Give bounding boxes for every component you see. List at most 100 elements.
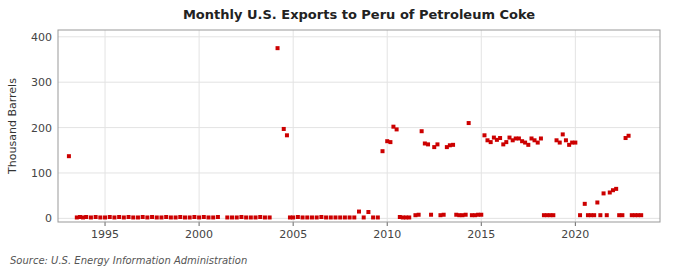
point xyxy=(627,134,631,138)
point xyxy=(482,133,486,137)
point xyxy=(258,215,262,219)
point xyxy=(348,215,352,219)
point xyxy=(230,215,234,219)
tick-label: 100 xyxy=(31,167,52,180)
grid-line xyxy=(58,127,660,128)
point xyxy=(602,191,606,195)
plot-area xyxy=(58,30,660,222)
point xyxy=(159,215,163,219)
point xyxy=(464,213,468,217)
point xyxy=(426,142,430,146)
point xyxy=(164,215,168,219)
tick-mark xyxy=(105,222,106,226)
chart: 0100200300400199520002005201020152020Mon… xyxy=(0,0,675,275)
point xyxy=(178,215,182,219)
tick-label: 2010 xyxy=(373,228,401,241)
point xyxy=(407,215,411,219)
point xyxy=(211,215,215,219)
tick-mark xyxy=(575,222,576,226)
point xyxy=(333,215,337,219)
point xyxy=(536,141,540,145)
point xyxy=(263,215,267,219)
point xyxy=(343,215,347,219)
point xyxy=(417,213,421,217)
point xyxy=(366,210,370,214)
point xyxy=(388,140,392,144)
point xyxy=(561,132,565,136)
point xyxy=(381,149,385,153)
point xyxy=(479,213,483,217)
grid-line xyxy=(199,30,200,222)
point xyxy=(136,215,140,219)
point xyxy=(131,215,135,219)
grid xyxy=(58,30,660,222)
point xyxy=(352,215,356,219)
point xyxy=(192,215,196,219)
axes: 0100200300400199520002005201020152020 xyxy=(31,31,589,241)
point xyxy=(564,138,568,142)
point xyxy=(558,141,562,145)
point xyxy=(489,140,493,144)
grid-line xyxy=(58,82,660,83)
point xyxy=(108,215,112,219)
point xyxy=(155,215,159,219)
point xyxy=(103,215,107,219)
point xyxy=(188,215,192,219)
point xyxy=(551,213,555,217)
point xyxy=(235,215,239,219)
point xyxy=(620,213,624,217)
point xyxy=(296,215,300,219)
point xyxy=(216,215,220,219)
point xyxy=(276,46,280,50)
point xyxy=(225,215,229,219)
tick-mark xyxy=(387,222,388,226)
point xyxy=(357,210,361,214)
point xyxy=(598,213,602,217)
point xyxy=(282,127,286,131)
tick-label: 2020 xyxy=(561,228,589,241)
point xyxy=(174,215,178,219)
point xyxy=(197,215,201,219)
point xyxy=(395,127,399,131)
grid-line xyxy=(387,30,388,222)
tick-mark xyxy=(199,222,200,226)
plot-frame xyxy=(58,30,660,222)
point xyxy=(141,215,145,219)
point xyxy=(371,215,375,219)
tick-mark xyxy=(293,222,294,226)
point xyxy=(89,215,93,219)
grid-line xyxy=(58,172,660,173)
point xyxy=(84,215,88,219)
point xyxy=(592,213,596,217)
title: Monthly U.S. Exports to Peru of Petroleu… xyxy=(183,7,535,22)
tick-mark xyxy=(481,222,482,226)
point xyxy=(315,215,319,219)
tick-label: 2005 xyxy=(279,228,307,241)
tick-label: 2000 xyxy=(185,228,213,241)
tick-label: 1995 xyxy=(91,228,119,241)
tick-label: 0 xyxy=(45,212,52,225)
point xyxy=(614,187,618,191)
point xyxy=(605,213,609,217)
grid-line xyxy=(293,30,294,222)
point xyxy=(539,136,543,140)
tick-label: 200 xyxy=(31,122,52,135)
point xyxy=(301,215,305,219)
point xyxy=(127,215,131,219)
point xyxy=(429,213,433,217)
grid-line xyxy=(105,30,106,222)
background xyxy=(0,0,675,275)
point xyxy=(117,215,121,219)
point xyxy=(324,215,328,219)
point xyxy=(376,215,380,219)
point xyxy=(578,213,582,217)
grid-line xyxy=(575,30,576,222)
point xyxy=(338,215,342,219)
point xyxy=(112,215,116,219)
point xyxy=(183,215,187,219)
point xyxy=(573,141,577,145)
point xyxy=(249,215,253,219)
source-note: Source: U.S. Energy Information Administ… xyxy=(10,255,247,266)
point xyxy=(268,215,272,219)
point xyxy=(442,213,446,217)
